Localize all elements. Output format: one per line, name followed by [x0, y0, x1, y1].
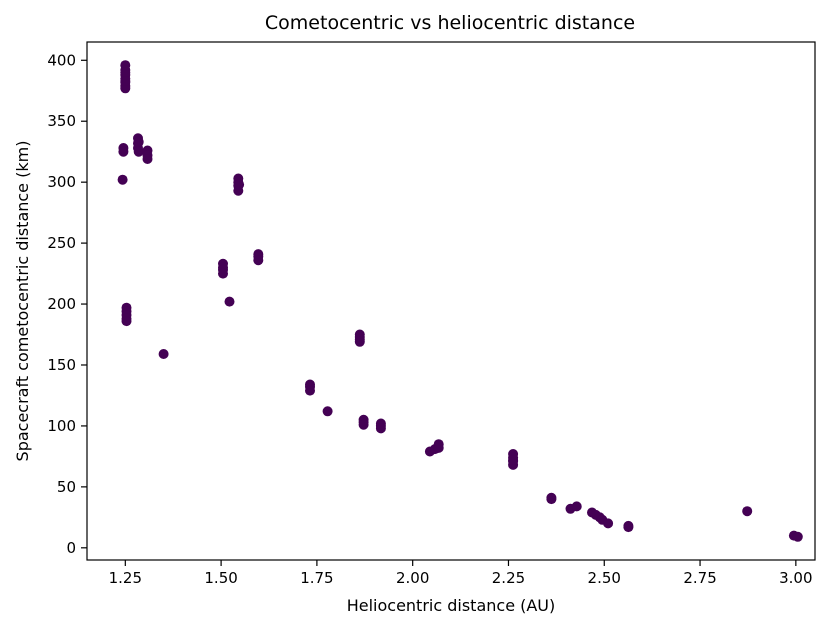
y-axis-label: Spacecraft cometocentric distance (km) [13, 141, 32, 462]
y-tick-label: 400 [47, 51, 76, 69]
x-tick-label: 2.50 [588, 569, 621, 587]
points-layer [117, 60, 803, 542]
data-point [224, 296, 235, 307]
data-point [354, 336, 365, 347]
data-point [508, 455, 519, 466]
data-point [603, 518, 614, 529]
y-tick-label: 0 [66, 539, 76, 557]
data-point [571, 501, 582, 512]
y-axis: 0 50 100 150 200 250 300 350 400 [47, 51, 87, 557]
data-point [322, 406, 333, 417]
x-tick-label: 1.75 [300, 569, 333, 587]
y-tick-label: 250 [47, 234, 76, 252]
data-point [120, 76, 131, 86]
y-tick-label: 150 [47, 356, 76, 374]
x-axis-label: Heliocentric distance (AU) [347, 596, 556, 615]
data-point [546, 494, 557, 505]
x-tick-label: 2.00 [396, 569, 429, 587]
data-point [121, 316, 132, 327]
x-tick-label: 2.75 [683, 569, 716, 587]
data-point [234, 179, 245, 190]
y-tick-label: 350 [47, 112, 76, 130]
data-point [358, 419, 369, 430]
plot-frame [86, 41, 816, 561]
data-point [792, 531, 803, 542]
data-point [133, 136, 144, 147]
data-point [133, 146, 144, 157]
x-tick-label: 3.00 [779, 569, 812, 587]
y-tick-label: 300 [47, 173, 76, 191]
y-tick-label: 100 [47, 417, 76, 435]
data-point [623, 522, 634, 533]
data-point [158, 349, 169, 359]
data-point [375, 423, 386, 434]
data-point [253, 255, 264, 266]
data-point [218, 268, 228, 279]
data-point [305, 385, 315, 396]
chart-title: Cometocentric vs heliocentric distance [265, 12, 635, 34]
y-tick-label: 200 [47, 295, 76, 313]
data-point [120, 83, 131, 94]
x-tick-label: 2.25 [492, 569, 525, 587]
data-point [742, 506, 753, 517]
x-axis: 1.25 1.50 1.75 2.00 2.25 2.50 2.75 3.00 [109, 560, 813, 587]
data-point [433, 442, 444, 453]
x-tick-label: 1.25 [109, 569, 142, 587]
data-point [118, 146, 129, 157]
data-point [142, 154, 153, 164]
data-point [117, 174, 128, 185]
x-tick-label: 1.50 [204, 569, 237, 587]
data-point [120, 67, 131, 78]
y-tick-label: 50 [57, 478, 76, 496]
